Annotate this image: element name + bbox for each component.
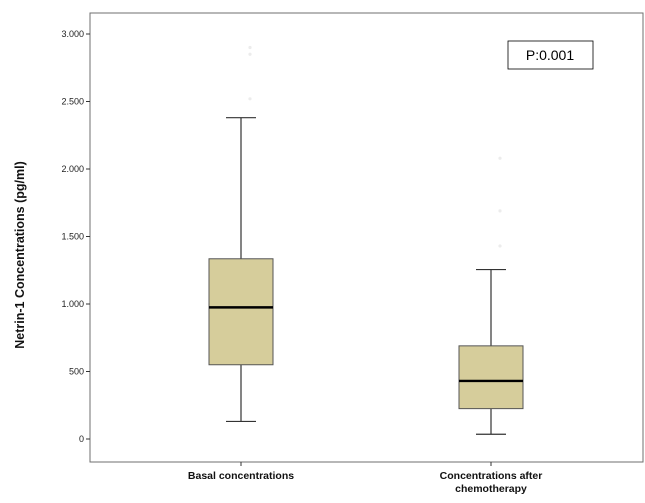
box-group (208, 45, 274, 423)
y-tick-label: 2.000 (61, 164, 84, 174)
y-tick-label: 0 (79, 434, 84, 444)
outlier-point (248, 45, 252, 50)
y-axis: 0 500 1.000 1.500 2.000 2.500 3.000 (61, 29, 90, 444)
y-axis-label: Netrin-1 Concentrations (pg/ml) (13, 161, 27, 349)
category-label: Concentrations after (440, 470, 543, 482)
box-iqr (208, 258, 274, 366)
outlier-point (498, 209, 502, 213)
annotation-box (507, 40, 594, 70)
category-label: chemotherapy (455, 483, 527, 495)
outlier-point (498, 156, 502, 160)
outlier-point (498, 244, 502, 248)
category-label: Basal concentrations (188, 470, 294, 482)
outlier-point (248, 52, 252, 56)
box-iqr (458, 345, 524, 410)
y-tick-label: 3.000 (61, 29, 84, 39)
y-tick-label: 500 (69, 367, 84, 377)
box-series (208, 45, 524, 435)
x-axis: Basal concentrations Concentrations after… (188, 462, 542, 495)
outlier-point (248, 97, 252, 101)
plot-frame (89, 12, 644, 463)
p-value-annotation: P:0.001 (507, 40, 594, 70)
annotation-text: P:0.001 (526, 47, 574, 63)
y-tick-label: 1.000 (61, 299, 84, 309)
y-tick-label: 2.500 (61, 97, 84, 107)
box-group (458, 156, 524, 435)
y-tick-label: 1.500 (61, 232, 84, 242)
